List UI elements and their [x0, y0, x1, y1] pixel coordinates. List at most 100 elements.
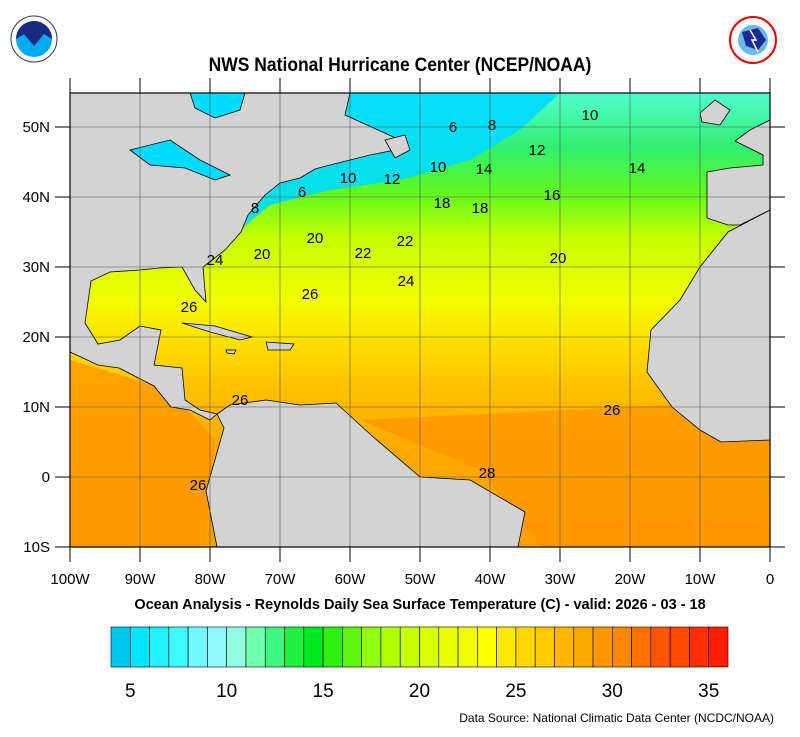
colorbar-cell [399, 626, 420, 668]
y-tick-label: 30N [22, 259, 50, 276]
colorbar-cell [226, 626, 247, 668]
colorbar-label: 5 [125, 681, 136, 702]
colorbar-cell [303, 626, 324, 668]
colorbar-cell [631, 626, 652, 668]
x-tick-label: 80W [195, 571, 227, 588]
contour-label: 26 [232, 392, 249, 409]
land-europe [706, 93, 770, 226]
colorbar-cell [496, 626, 517, 668]
contour-label: 10 [340, 170, 357, 187]
contour-label: 28 [479, 465, 496, 482]
contour-label: 12 [529, 142, 546, 159]
contour-label: 10 [582, 107, 599, 124]
x-tick-label: 100W [50, 571, 90, 588]
colorbar-cell [380, 626, 401, 668]
noaa-logo [10, 15, 58, 63]
contour-label: 10 [430, 159, 447, 176]
contour-label: 22 [397, 233, 414, 250]
colorbar-cell [361, 626, 382, 668]
land-south-america [205, 399, 526, 547]
hudson-bay [189, 93, 246, 119]
y-tick-label: 10S [23, 539, 50, 556]
axis-ticks [55, 78, 785, 562]
colorbar-cell [110, 626, 131, 668]
contour-label: 24 [207, 252, 224, 269]
contour-label: 6 [449, 119, 457, 136]
colorbar-cell [187, 626, 208, 668]
contour-label: 26 [181, 299, 198, 316]
colorbar-cell [573, 626, 594, 668]
contour-label: 18 [434, 195, 451, 212]
colorbar-cell [207, 626, 227, 668]
land-north-america [70, 93, 401, 421]
x-tick-label: 10W [685, 571, 717, 588]
contour-label: 14 [629, 160, 646, 177]
y-tick-label: 50N [22, 119, 50, 136]
colorbar-label: 35 [698, 681, 719, 702]
land [70, 93, 770, 547]
land-cuba [181, 322, 254, 341]
colorbar-cell [322, 626, 343, 668]
colorbar-cell [477, 626, 497, 668]
colorbar-cell [592, 626, 613, 668]
y-tick-label: 40N [22, 189, 50, 206]
map-subtitle: Ocean Analysis - Reynolds Daily Sea Surf… [134, 597, 706, 613]
contour-label: 20 [254, 246, 271, 263]
colorbar-cell [689, 626, 710, 668]
x-tick-label: 70W [265, 571, 297, 588]
warm-east-atlantic [360, 400, 770, 547]
colorbar-cell [419, 626, 440, 668]
colorbar-cell [342, 626, 362, 668]
contour-label: 26 [190, 477, 207, 494]
colorbar-cell [650, 626, 671, 668]
colorbar-cell [534, 626, 555, 668]
x-tick-label: 30W [545, 571, 577, 588]
x-tick-label: 60W [335, 571, 367, 588]
colorbar: 5 10 15 20 25 30 35 [110, 626, 729, 702]
y-tick-label: 20N [22, 329, 50, 346]
colorbar-cell [168, 626, 189, 668]
x-tick-label: 50W [405, 571, 437, 588]
colorbar-cell [129, 626, 150, 668]
colorbar-cell [264, 626, 285, 668]
land-british-isles [699, 99, 731, 126]
colorbar-cell [149, 626, 170, 668]
colorbar-label: 20 [409, 681, 430, 702]
contour-label: 20 [550, 250, 567, 267]
land-africa [646, 209, 770, 443]
colorbar-cell [438, 626, 459, 668]
x-tick-label: 20W [615, 571, 647, 588]
contour-label: 8 [488, 117, 496, 134]
contour-label: 26 [604, 402, 621, 419]
contour-label: 16 [544, 187, 561, 204]
x-tick-label: 90W [125, 571, 157, 588]
colorbar-cell [554, 626, 575, 668]
x-tick-label: 40W [475, 571, 507, 588]
contour-label: 20 [307, 230, 324, 247]
contour-label: 18 [472, 200, 489, 217]
contour-label: 26 [302, 286, 319, 303]
contour-label: 12 [384, 171, 401, 188]
colorbar-label: 25 [505, 681, 526, 702]
page-title: NWS National Hurricane Center (NCEP/NOAA… [208, 55, 592, 76]
colorbar-label: 30 [602, 681, 623, 702]
contour-label: 22 [355, 245, 372, 262]
contour-label: 8 [251, 200, 259, 217]
nws-logo [729, 16, 777, 64]
colorbar-cell [457, 626, 478, 668]
land-jamaica [225, 349, 237, 355]
colorbar-cell [669, 626, 690, 668]
colorbar-cell [245, 626, 266, 668]
great-lakes [129, 139, 232, 181]
data-source: Data Source: National Climatic Data Cent… [459, 711, 774, 725]
colorbar-cell [284, 626, 305, 668]
sst-map: 100W 90W 80W 70W 60W 50W 40W 30W 20W 10W 0 50N 40N 30… [22, 78, 785, 588]
y-tick-label: 0 [42, 469, 50, 486]
colorbar-label: 10 [216, 681, 237, 702]
contour-label: 6 [298, 184, 306, 201]
colorbar-cell [708, 626, 729, 668]
colorbar-label: 15 [313, 681, 334, 702]
x-tick-label: 0 [766, 571, 774, 588]
contour-label: 14 [476, 161, 493, 178]
colorbar-cell [515, 626, 536, 668]
